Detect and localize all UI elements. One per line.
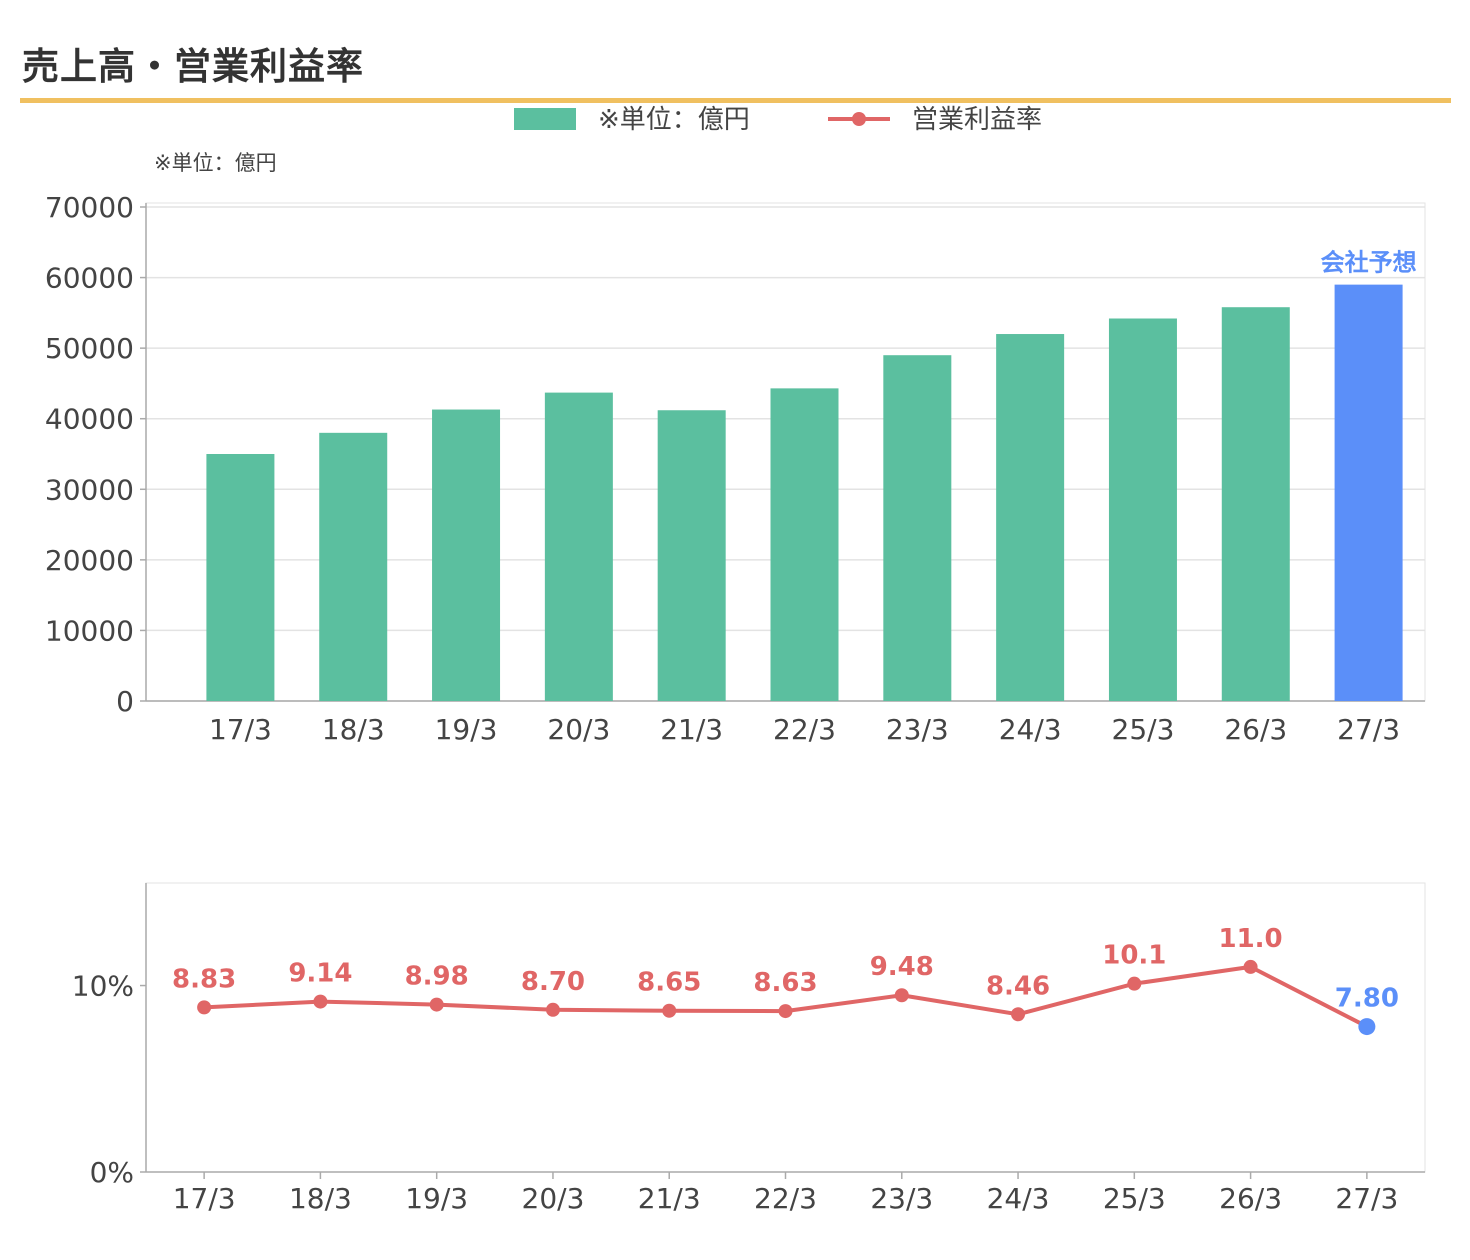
data-label: 9.14: [288, 959, 352, 989]
title-underline: [20, 98, 1451, 103]
line-x-axis: 17/3 18/3 19/3 20/3 21/3 22/3 23/3 24/3 25/3 26/3…: [173, 1172, 1398, 1215]
bar-x-tick-label: 21/3: [660, 713, 723, 746]
data-point: [894, 988, 909, 1003]
data-point: [662, 1003, 677, 1018]
data-label: 8.65: [637, 968, 701, 998]
bar-y-tick-label: 70000: [45, 191, 134, 224]
bar: [657, 410, 726, 701]
legend: ※単位：億円 営業利益率: [514, 105, 1042, 135]
line-series: 8.83 9.14 8.98 8.70 8.65 8.63 9.48 8.46 10.1 11.0…: [172, 924, 1399, 1036]
data-point: [1243, 959, 1258, 974]
legend-bar-label: ※単位：億円: [598, 105, 750, 135]
bar-y-tick-label: 50000: [45, 332, 134, 365]
bar-y-tick-label: 10000: [45, 614, 134, 647]
bar-x-axis: 17/3 18/3 19/3 20/3 21/3 22/3 23/3 24/3 25/3 26/3…: [209, 713, 1400, 746]
line-x-tick-label: 18/3: [289, 1182, 352, 1215]
line-x-tick-label: 21/3: [638, 1182, 701, 1215]
line-x-tick-label: 25/3: [1103, 1182, 1166, 1215]
bar-y-axis: 0 10000 20000 30000 40000 50000 60000 70000: [45, 191, 1425, 718]
bar-x-tick-label: 20/3: [547, 713, 610, 746]
bar: [770, 388, 839, 701]
bar-forecast: [1334, 284, 1403, 701]
line-x-tick-label: 23/3: [870, 1182, 933, 1215]
bar: [996, 334, 1065, 701]
unit-note: ※単位：億円: [154, 151, 277, 175]
bar-x-tick-label: 26/3: [1224, 713, 1287, 746]
data-point: [778, 1004, 793, 1019]
line-x-tick-label: 24/3: [987, 1182, 1050, 1215]
forecast-point: [1358, 1018, 1376, 1036]
page-title: 売上高・営業利益率: [22, 45, 364, 88]
line-x-tick-label: 26/3: [1219, 1182, 1282, 1215]
bar-x-tick-label: 17/3: [209, 713, 272, 746]
line-y-tick-label: 10%: [72, 970, 134, 1003]
bar: [1221, 307, 1290, 701]
bar-x-tick-label: 19/3: [435, 713, 498, 746]
legend-bar-swatch: [514, 108, 576, 130]
data-point: [545, 1002, 560, 1017]
data-label: 8.98: [405, 962, 469, 992]
line-x-tick-label: 19/3: [405, 1182, 468, 1215]
data-label: 8.83: [172, 964, 236, 994]
bar: [206, 454, 275, 701]
bar-series: 会社予想: [206, 249, 1417, 701]
bar-x-tick-label: 22/3: [773, 713, 836, 746]
bar-x-tick-label: 25/3: [1112, 713, 1175, 746]
data-label: 10.1: [1102, 941, 1166, 971]
data-label: 8.46: [986, 971, 1050, 1001]
line-x-tick-label: 27/3: [1335, 1182, 1398, 1215]
data-label: 8.63: [753, 968, 817, 998]
data-point: [1127, 976, 1142, 991]
data-label: 7.80: [1335, 984, 1399, 1014]
bar: [432, 409, 501, 701]
legend-line-label: 営業利益率: [912, 105, 1042, 135]
line-y-tick-label: 0%: [90, 1156, 134, 1189]
bar-x-tick-label: 24/3: [999, 713, 1062, 746]
bar: [544, 392, 613, 701]
line-x-tick-label: 20/3: [522, 1182, 585, 1215]
bar: [883, 355, 952, 701]
bar: [319, 432, 388, 701]
bar-x-tick-label: 23/3: [886, 713, 949, 746]
bar-x-tick-label: 18/3: [322, 713, 385, 746]
data-point: [429, 997, 444, 1012]
legend-line-marker: [852, 112, 866, 126]
margin-line-chart: 0% 10% 8.83 9.14 8.98 8.70 8.65 8.63 9.48 8.46 10…: [72, 882, 1426, 1215]
data-label: 9.48: [870, 952, 934, 982]
data-point: [197, 1000, 212, 1015]
bar-y-tick-label: 20000: [45, 544, 134, 577]
bar: [1108, 318, 1177, 701]
data-point: [313, 994, 328, 1009]
bar-y-tick-label: 40000: [45, 403, 134, 436]
line-x-tick-label: 22/3: [754, 1182, 817, 1215]
line-x-tick-label: 17/3: [173, 1182, 236, 1215]
revenue-bar-chart: 0 10000 20000 30000 40000 50000 60000 70000 会社予…: [45, 191, 1426, 746]
bar-y-tick-label: 60000: [45, 262, 134, 295]
bar-y-tick-label: 30000: [45, 473, 134, 506]
data-point: [1011, 1007, 1026, 1022]
data-label: 8.70: [521, 967, 585, 997]
forecast-annotation: 会社予想: [1321, 249, 1417, 277]
data-label: 11.0: [1219, 924, 1283, 954]
bar-y-tick-label: 0: [116, 685, 134, 718]
bar-x-tick-label: 27/3: [1337, 713, 1400, 746]
